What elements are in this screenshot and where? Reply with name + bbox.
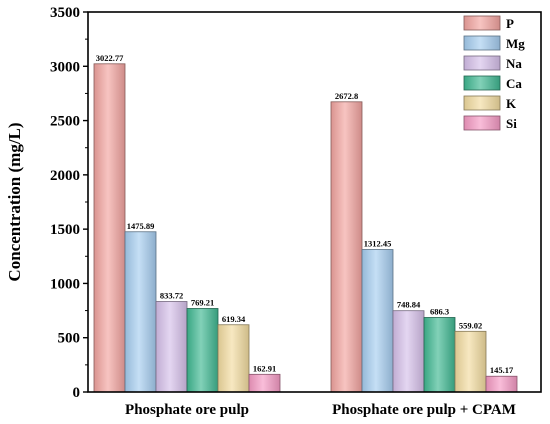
- bar-ca-2: [423, 317, 456, 393]
- legend-swatch-p: [463, 15, 501, 31]
- data-label-p-2: 2672.8: [335, 91, 358, 101]
- data-label-k-1: 619.34: [222, 314, 246, 324]
- legend-swatch-na: [463, 55, 501, 71]
- legend-swatch-mg: [463, 35, 501, 51]
- legend-label-si: Si: [506, 116, 517, 131]
- bars-layer: [93, 63, 518, 393]
- bar-na-1: [155, 301, 188, 393]
- legend: P Mg Na Ca K Si: [463, 15, 525, 131]
- data-labels-layer: 3022.77 1475.89 833.72 769.21 619.34 162.91 26…: [96, 53, 514, 375]
- data-label-mg-1: 1475.89: [127, 221, 155, 231]
- bar-p-2: [330, 101, 363, 393]
- bar-si-1: [248, 373, 281, 393]
- data-label-si-1: 162.91: [253, 363, 276, 373]
- data-label-ca-1: 769.21: [191, 297, 214, 307]
- data-label-k-2: 559.02: [459, 320, 482, 330]
- legend-label-mg: Mg: [506, 36, 525, 51]
- y-tick-label: 2000: [50, 168, 80, 184]
- bar-mg-2: [361, 249, 394, 393]
- data-label-si-2: 145.17: [490, 365, 514, 375]
- bar-ca-1: [186, 308, 219, 393]
- legend-swatch-si: [463, 115, 501, 131]
- data-label-mg-2: 1312.45: [364, 239, 392, 249]
- y-tick-label: 2500: [50, 114, 80, 130]
- legend-swatch-ca: [463, 75, 501, 91]
- bar-p-1: [93, 63, 126, 393]
- bar-k-1: [217, 324, 250, 393]
- y-tick-label: 0: [73, 385, 81, 401]
- data-label-p-1: 3022.77: [96, 53, 124, 63]
- bar-mg-1: [124, 231, 157, 393]
- category-label-2: Phosphate ore pulp + CPAM: [332, 402, 516, 418]
- legend-label-na: Na: [506, 56, 522, 71]
- data-label-na-2: 748.84: [397, 300, 421, 310]
- y-tick-label: 500: [58, 331, 81, 347]
- bar-si-2: [485, 375, 518, 393]
- axis-layer: Phosphate ore pulp Phosphate ore pulp + C…: [50, 5, 516, 418]
- y-tick-label: 1000: [50, 276, 80, 292]
- legend-label-k: K: [506, 96, 517, 111]
- bar-k-2: [454, 330, 487, 393]
- y-tick-label: 3500: [50, 5, 80, 21]
- bar-na-2: [392, 310, 425, 393]
- legend-label-ca: Ca: [506, 76, 522, 91]
- data-label-ca-2: 686.3: [430, 306, 449, 316]
- category-label-1: Phosphate ore pulp: [125, 402, 249, 418]
- data-label-na-1: 833.72: [160, 290, 183, 300]
- y-tick-label: 1500: [50, 222, 80, 238]
- legend-swatch-k: [463, 95, 501, 111]
- y-axis-title: Concentration (mg/L): [5, 122, 24, 281]
- legend-label-p: P: [506, 16, 514, 31]
- y-tick-label: 3000: [50, 59, 80, 75]
